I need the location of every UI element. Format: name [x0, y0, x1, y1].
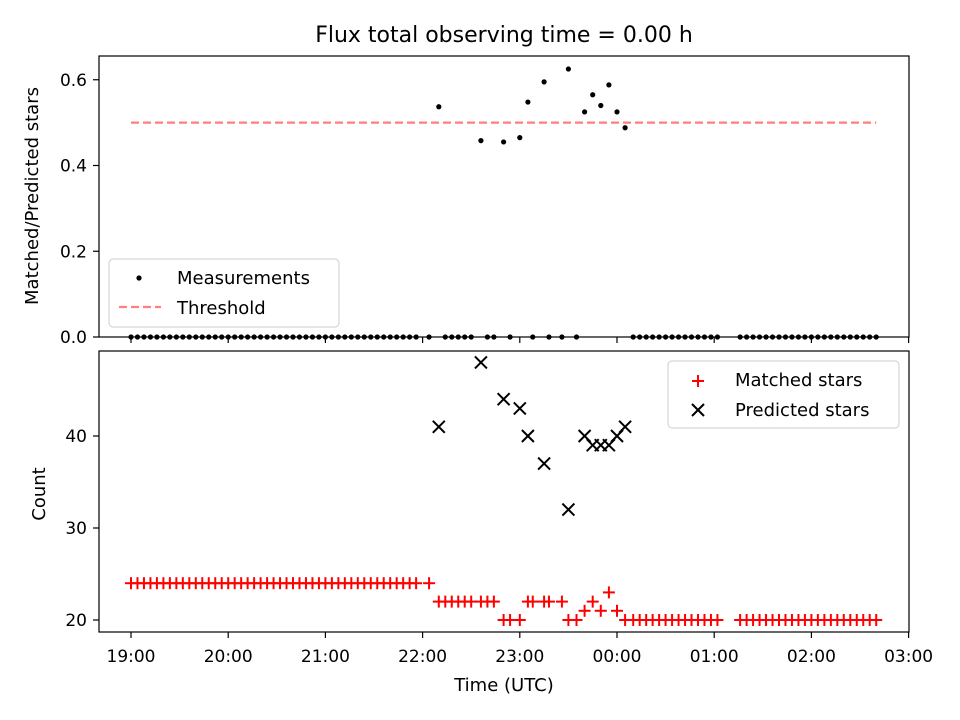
predicted-star-stroke — [496, 392, 511, 406]
matched-star-point — [555, 595, 568, 608]
legend-matched-marker — [692, 375, 704, 387]
matched-star-point — [423, 577, 436, 590]
matched-star-point — [711, 614, 724, 626]
bottom-y-axis-label: Count — [29, 467, 50, 520]
measurement-point — [598, 102, 604, 109]
top-x-ticks — [130, 337, 910, 343]
bottom-x-tick-label: 22:00 — [398, 647, 447, 667]
predicted-star-stroke — [561, 502, 576, 517]
matched-star-point — [526, 595, 539, 608]
bottom-legend-box — [667, 360, 900, 429]
predicted-star-point — [618, 420, 632, 434]
measurement-point — [501, 139, 507, 145]
matched-star-point — [410, 577, 423, 590]
top-panel: 0.0 0.2 0.4 0.6 Matched/Predicted stars Mea… — [22, 55, 910, 348]
measurement-point — [525, 99, 531, 105]
matched-star-point — [611, 604, 623, 617]
bottom-y-tick-label: 30 — [65, 519, 87, 539]
top-y-tick-label: 0.6 — [60, 71, 87, 91]
matched-star-point — [487, 595, 500, 608]
bottom-x-tick-label: 02:00 — [787, 647, 836, 667]
bottom-y-tick-label: 20 — [65, 611, 87, 631]
measurement-point — [582, 109, 588, 115]
measurement-point — [541, 79, 547, 85]
top-y-tick-label: 0.2 — [60, 242, 87, 262]
predicted-star-stroke — [521, 429, 535, 443]
bottom-x-tick-label: 03:00 — [884, 647, 933, 667]
bottom-y-tick-label: 40 — [65, 427, 87, 447]
matched-star-point — [870, 614, 883, 626]
bottom-x-tick-label: 01:00 — [690, 647, 739, 667]
predicted-star-stroke — [474, 355, 488, 370]
matched-star-point — [602, 586, 615, 599]
predicted-star-stroke — [618, 420, 632, 434]
matched-star-point — [542, 595, 555, 608]
bottom-x-tick-label: 19:00 — [107, 647, 156, 667]
chart-title: Flux total observing time = 0.00 h — [315, 23, 693, 48]
bottom-marks — [125, 355, 883, 626]
legend-predicted-marker — [691, 403, 705, 417]
matched-star-point — [586, 595, 599, 608]
predicted-star-point — [561, 502, 576, 517]
matched-star-point — [513, 614, 526, 626]
predicted-star-stroke — [577, 429, 592, 443]
top-y-tick-label: 0.0 — [60, 328, 87, 348]
bottom-axes-frame — [98, 350, 910, 633]
predicted-star-stroke — [537, 456, 551, 471]
predicted-star-point — [432, 420, 446, 434]
measurement-point — [436, 104, 442, 110]
top-y-axis-label: Matched/Predicted stars — [22, 87, 43, 305]
measurement-point — [606, 82, 612, 88]
top-y-axis: 0.0 0.2 0.4 0.6 — [60, 71, 99, 348]
bottom-legend: Matched stars Predicted stars — [667, 360, 900, 429]
predicted-star-point — [513, 401, 527, 416]
legend-predicted-label: Predicted stars — [735, 400, 869, 421]
bottom-x-axis: 19:00 20:00 21:00 22:00 23:00 00:00 01:00 02:00… — [107, 632, 933, 667]
bottom-x-tick-label: 23:00 — [495, 647, 544, 667]
top-axes-frame — [98, 55, 910, 338]
predicted-star-stroke — [432, 420, 446, 434]
predicted-star-point — [521, 429, 535, 443]
bottom-x-tick-label: 21:00 — [301, 647, 350, 667]
top-legend-box — [108, 258, 340, 328]
matched-star-point — [594, 604, 607, 617]
legend-measurements-marker — [136, 275, 142, 281]
bottom-x-tick-label: 00:00 — [593, 647, 642, 667]
matched-star-point — [570, 614, 583, 626]
bottom-y-axis: 20 30 40 — [65, 427, 99, 631]
predicted-star-point — [496, 392, 511, 406]
measurement-point — [614, 109, 620, 115]
measurement-point — [517, 135, 523, 141]
measurement-point — [478, 138, 484, 144]
top-legend: Measurements Threshold — [108, 258, 340, 328]
legend-matched-label: Matched stars — [735, 370, 862, 391]
matched-star-point — [578, 604, 591, 617]
measurement-point — [565, 66, 572, 72]
predicted-star-point — [537, 456, 551, 471]
measurement-point — [590, 92, 596, 98]
x-axis-label: Time (UTC) — [453, 675, 554, 696]
bottom-x-tick-label: 20:00 — [204, 647, 253, 667]
top-y-tick-label: 0.4 — [60, 157, 87, 177]
bottom-panel: 20 30 40 19:00 20:00 21:00 22:00 23:00 00:00 01:… — [29, 350, 933, 696]
predicted-star-point — [474, 355, 488, 370]
legend-threshold-label: Threshold — [176, 298, 266, 319]
measurement-point — [622, 125, 628, 131]
predicted-star-stroke — [513, 401, 527, 416]
legend-measurements-label: Measurements — [177, 268, 310, 289]
